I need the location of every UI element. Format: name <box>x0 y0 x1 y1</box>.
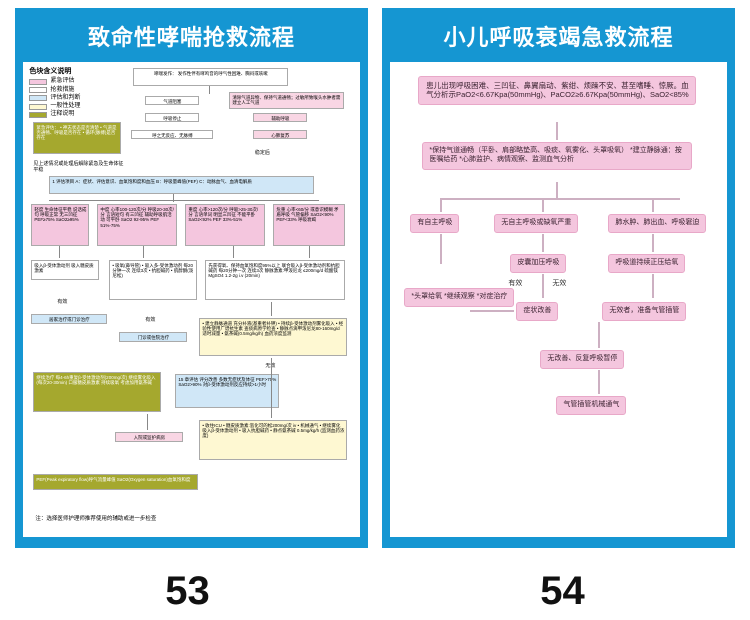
legend-title: 色块含义说明 <box>29 68 80 76</box>
page-number-right: 54 <box>540 565 585 614</box>
flow-iv-line: • 建立静脉通道 充分补液(基重者补钾) • 持续β-受体激动剂雾化吸入 • 经… <box>199 318 347 356</box>
swatch <box>29 87 47 93</box>
node-edema: 肺水肿、肺出血、呼吸窘迫 <box>608 214 706 233</box>
card-right-inner: 患儿出现呼吸困难、三凹征、鼻翼扇动、紫绀、烦躁不安、甚至嗜睡、惊厥。血气分析示P… <box>390 62 726 537</box>
swatch <box>29 79 47 85</box>
flow-note-stable: 见上述情况或处理后解除紧急及生命体征平稳 <box>31 160 129 172</box>
flow-moderate: 中度 心率100-120次/分 呼吸20-30次/分 言语短句 有三凹征 辅助呼… <box>97 204 177 246</box>
flow-pef-def: PEF(Peak expiratory flow)呼气流量峰值 SaO2(Oxy… <box>33 474 198 490</box>
flow-home-tx: 居家治疗或门诊治疗 <box>31 314 107 324</box>
flow-breath-stop: 呼吸停止 <box>145 113 199 122</box>
card-left-title: 致命性哮喘抢救流程 <box>23 20 359 52</box>
flow-stable-after: 稳定后 <box>241 149 283 158</box>
legend-label: 注释说明 <box>50 111 74 118</box>
label-effective: 有效 <box>47 298 77 306</box>
legend-label: 评估和判断 <box>50 95 80 102</box>
swatch <box>29 95 47 101</box>
flow-reassess-15: 15 章评估 评分改善 多数无症状及体征 PEF>70% SaO2>90% 对β… <box>175 374 279 408</box>
page-number-left: 53 <box>165 565 210 614</box>
flow-critical: 危重 心率<60/分 或意识模糊 矛盾呼吸 气管偏移 SaO2<90% PEF<… <box>273 204 345 246</box>
flow-tx-sev: 先获得氧、保持血氧饱和度95%以上 联合吸入β-受体激动剂和抗胆碱药 每20分钟… <box>205 260 345 300</box>
node-no-breath: 无自主呼吸或缺氧严重 <box>494 214 578 233</box>
swatch <box>29 104 47 110</box>
node-o2: *头罩给氧 *继续观察 *对症治疗 <box>404 288 514 307</box>
legend: 色块含义说明 紧急评估 抢救措施 评估和判断 一般性处理 注释说明 <box>29 68 80 119</box>
node-fail: 无效者，准备气管插管 <box>602 302 686 321</box>
node-symptoms: 患儿出现呼吸困难、三凹征、鼻翼扇动、紫绀、烦躁不安、甚至嗜睡、惊厥。血气分析示P… <box>418 76 696 105</box>
card-left-inner: 色块含义说明 紧急评估 抢救措施 评估和判断 一般性处理 注释说明 哮喘发作： … <box>23 62 359 537</box>
node-worse: 无改善、反复呼吸暂停 <box>540 350 624 369</box>
flow-assist-breath: 辅助呼吸 <box>253 113 307 122</box>
flow-footnote: 注：选择医师护理师推荐使用的辅助或进一步检查 <box>33 514 273 524</box>
node-intubation: 气管插管机械通气 <box>556 396 626 415</box>
flow-op-tx: 门诊或住院治疗 <box>119 332 187 342</box>
flow-airway-obstruct: 气道阻塞 <box>145 96 199 105</box>
flow-eval-1: 1 评估项目 A：症状、评估意识、血氧饱和度和血压 B：呼吸量峰值(PEF) C… <box>49 176 314 194</box>
label-effective: 有效 <box>135 316 165 324</box>
node-better: 症状改善 <box>516 302 558 321</box>
node-stabilize: *保持气道通畅（平卧、肩部略垫高、吸痰、氧雾化、头罩吸氧） *建立静脉通：按医嘱… <box>422 142 692 170</box>
legend-label: 紧急评估 <box>50 78 74 85</box>
flow-cpr: 心肺复苏 <box>253 130 307 139</box>
node-bag: 皮囊加压呼吸 <box>510 254 566 273</box>
flow-admit: 入院或监护病房 <box>115 432 183 442</box>
flow-continue: 继续治疗 每4-6h重复β-受体激动剂(200mg/次) 继续雾化吸入 (每次2… <box>33 372 161 412</box>
edge-eff: 有效 <box>508 278 522 288</box>
card-right: 小儿呼吸衰竭急救流程 患儿出现呼吸困难、三凹征、鼻翼扇动、紫绀、烦躁不安、甚至嗜… <box>382 8 734 548</box>
label-ineffective: 无效 <box>255 362 285 370</box>
flow-severe: 重度 心率>120次/分 呼吸>25-30次/分 言语单词 明显三凹征 不能平卧… <box>185 204 265 246</box>
flow-mild: 轻度 生命体征平稳 说话成句 呼吸正常 无三凹征 PEF≥75% SaO2≥95… <box>31 204 89 246</box>
flow-tx-mild: 吸入β-受体激动剂 吸入糖皮质激素 <box>31 260 99 280</box>
flow-eval-initial: 紧急评估： • 神志状态是否清楚 • 气道是否通畅、呼吸是否存在 • 循环(脉搏… <box>33 122 121 154</box>
flow-icu: • 收住ICU • 糖皮质激素:氢化可的松200mg/次 iv • 机械通气 •… <box>199 420 347 460</box>
node-has-breath: 有自主呼吸 <box>410 214 459 233</box>
flow-clear-airway: 清除气道异物、保持气道通畅；过敏所致喉头水肿者需建立人工气道 <box>229 92 344 109</box>
flow-header: 哮喘发作： 发作性伴有哮鸣音的呼气性困难、胸闷或咳嗽 <box>133 68 288 86</box>
flow-no-response: 呼之无反应、无脉搏 <box>131 130 213 139</box>
legend-label: 一般性处理 <box>50 103 80 110</box>
swatch <box>29 112 47 118</box>
card-left: 致命性哮喘抢救流程 色块含义说明 紧急评估 抢救措施 评估和判断 一般性处理 注… <box>15 8 367 548</box>
flow-tx-mod: • 吸氧(鼻导管) • 吸入多-受体激动剂 每20分钟一次 连续3次 • 抗胆碱… <box>109 260 197 300</box>
legend-label: 抢救措施 <box>50 87 74 94</box>
node-cpap: 呼吸道持续正压给氧 <box>608 254 685 273</box>
card-right-title: 小儿呼吸衰竭急救流程 <box>390 20 726 52</box>
edge-noeff: 无效 <box>552 278 566 288</box>
